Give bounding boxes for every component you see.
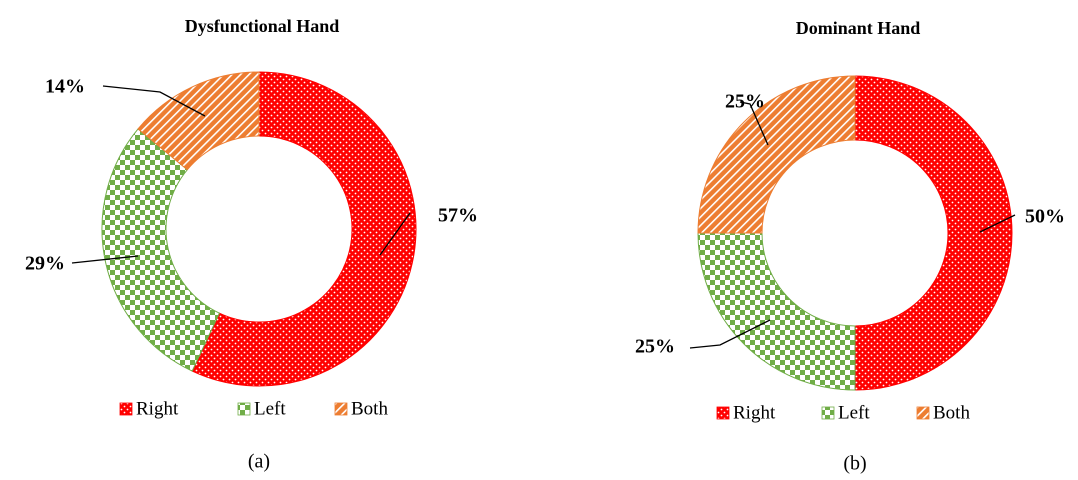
donut-segment: [854, 75, 1013, 391]
leader-line: [979, 214, 1016, 233]
leader-line: [379, 212, 411, 256]
donut-segment: [137, 71, 260, 171]
donut-segment: [697, 232, 856, 391]
data-label: 29%: [25, 253, 65, 275]
legend-label: Right: [136, 398, 179, 419]
donut-segment: [101, 128, 221, 372]
chart-caption: (b): [843, 453, 866, 475]
data-label: 50%: [1025, 206, 1065, 228]
leader-line: [71, 255, 139, 264]
chart-title: Dominant Hand: [796, 18, 921, 38]
legend-label: Both: [933, 402, 970, 423]
chart-title: Dysfunctional Hand: [185, 16, 340, 36]
legend-marker: [716, 406, 730, 420]
donut-segment: [191, 71, 417, 387]
legend-marker: [334, 402, 348, 416]
legend-label: Right: [733, 402, 776, 423]
legend-marker: [119, 402, 133, 416]
legend-label: Left: [254, 398, 286, 419]
data-label: 57%: [438, 205, 478, 227]
legend-label: Left: [838, 402, 870, 423]
legend-marker: [916, 406, 930, 420]
data-label: 25%: [725, 91, 765, 113]
leader-line: [689, 319, 771, 349]
legend-label: Both: [351, 398, 388, 419]
legend-marker: [237, 402, 251, 416]
data-label: 14%: [45, 76, 85, 98]
leader-line: [102, 85, 206, 117]
legend-marker: [821, 406, 835, 420]
chart-caption: (a): [248, 451, 270, 473]
data-label: 25%: [635, 336, 675, 358]
donut-segment: [697, 75, 856, 234]
leader-line: [739, 101, 769, 146]
